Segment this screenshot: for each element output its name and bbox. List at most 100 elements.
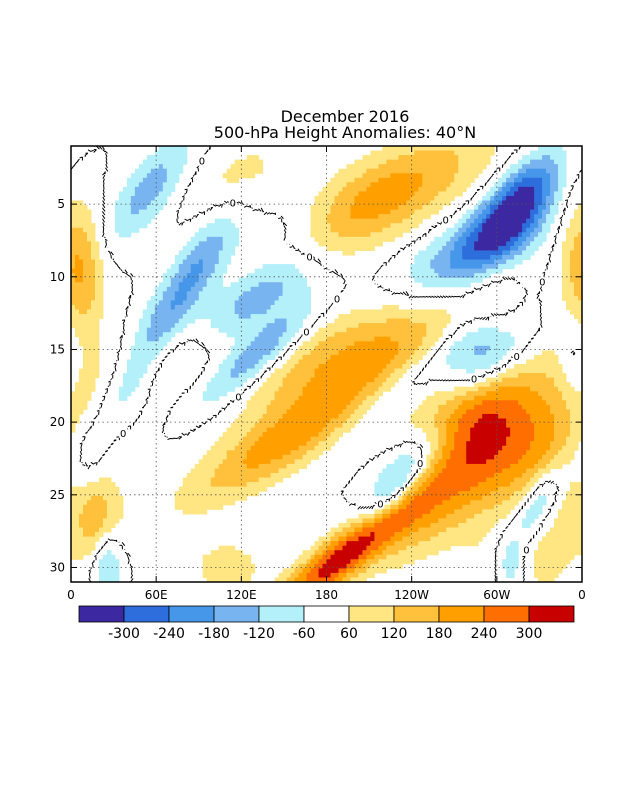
anomaly-cell: [486, 377, 491, 383]
anomaly-cell: [274, 345, 280, 351]
anomaly-cell: [486, 259, 491, 265]
anomaly-cell: [522, 236, 527, 242]
anomaly-cell: [454, 409, 459, 415]
anomaly-cell: [258, 445, 264, 451]
anomaly-cell: [262, 382, 268, 388]
anomaly-cell: [222, 359, 228, 365]
anomaly-cell: [186, 277, 192, 283]
anomaly-cell: [342, 373, 347, 379]
anomaly-cell: [570, 404, 575, 410]
anomaly-cell: [286, 473, 292, 479]
anomaly-cell: [158, 286, 164, 292]
anomaly-cell: [442, 468, 447, 474]
anomaly-cell: [378, 159, 383, 165]
anomaly-cell: [538, 209, 543, 215]
anomaly-cell: [71, 304, 76, 310]
anomaly-cell: [242, 314, 248, 320]
anomaly-cell: [154, 286, 160, 292]
anomaly-cell: [254, 391, 260, 397]
anomaly-cell: [218, 295, 224, 301]
anomaly-cell: [450, 282, 455, 288]
anomaly-cell: [362, 195, 367, 201]
anomaly-cell: [462, 214, 467, 220]
anomaly-cell: [78, 286, 84, 292]
anomaly-cell: [378, 186, 383, 192]
anomaly-cell: [118, 214, 124, 220]
anomaly-cell: [422, 327, 427, 333]
anomaly-cell: [226, 450, 232, 456]
anomaly-cell: [306, 364, 312, 370]
anomaly-cell: [71, 277, 76, 283]
anomaly-cell: [422, 155, 427, 161]
anomaly-cell: [314, 218, 320, 224]
anomaly-cell: [394, 182, 399, 188]
anomaly-cell: [246, 323, 252, 329]
anomaly-cell: [206, 264, 212, 270]
anomaly-cell: [542, 382, 547, 388]
anomaly-cell: [358, 327, 363, 333]
anomaly-cell: [250, 454, 256, 460]
anomaly-cell: [538, 236, 543, 242]
anomaly-cell: [146, 300, 152, 306]
anomaly-cell: [142, 214, 148, 220]
anomaly-cell: [222, 368, 228, 374]
anomaly-cell: [494, 359, 499, 365]
anomaly-cell: [146, 359, 152, 365]
anomaly-cell: [510, 473, 515, 479]
anomaly-cell: [530, 395, 535, 401]
anomaly-cell: [174, 318, 180, 324]
anomaly-cell: [74, 318, 80, 324]
anomaly-cell: [146, 205, 152, 211]
anomaly-cell: [158, 336, 164, 342]
anomaly-cell: [218, 459, 224, 465]
anomaly-cell: [318, 214, 324, 220]
anomaly-cell: [342, 218, 347, 224]
anomaly-cell: [534, 400, 539, 406]
anomaly-cell: [354, 218, 359, 224]
anomaly-cell: [146, 186, 152, 192]
anomaly-cell: [526, 423, 531, 429]
anomaly-cell: [366, 364, 371, 370]
anomaly-cell: [286, 368, 292, 374]
anomaly-cell: [462, 273, 467, 279]
anomaly-cell: [398, 223, 403, 229]
anomaly-cell: [270, 264, 276, 270]
anomaly-cell: [350, 423, 355, 429]
anomaly-cell: [466, 282, 471, 288]
anomaly-cell: [550, 409, 555, 415]
anomaly-cell: [366, 309, 371, 315]
anomaly-cell: [454, 227, 459, 233]
anomaly-cell: [494, 427, 499, 433]
anomaly-cell: [382, 314, 387, 320]
anomaly-cell: [466, 427, 471, 433]
anomaly-cell: [338, 404, 343, 410]
anomaly-cell: [298, 350, 304, 356]
anomaly-cell: [510, 459, 515, 465]
anomaly-cell: [74, 300, 80, 306]
anomaly-cell: [250, 468, 256, 474]
anomaly-cell: [354, 159, 359, 165]
anomaly-cell: [318, 382, 324, 388]
anomaly-cell: [154, 291, 160, 297]
anomaly-cell: [342, 409, 347, 415]
anomaly-cell: [402, 323, 407, 329]
anomaly-cell: [230, 454, 236, 460]
anomaly-cell: [450, 450, 455, 456]
anomaly-cell: [434, 177, 439, 183]
anomaly-cell: [202, 255, 208, 261]
anomaly-cell: [354, 327, 359, 333]
anomaly-cell: [494, 200, 499, 206]
anomaly-cell: [522, 195, 527, 201]
anomaly-cell: [466, 250, 471, 256]
anomaly-cell: [90, 304, 96, 310]
anomaly-cell: [530, 164, 535, 170]
anomaly-cell: [506, 436, 511, 442]
anomaly-cell: [418, 155, 423, 161]
anomaly-cell: [82, 391, 88, 397]
anomaly-cell: [310, 341, 316, 347]
anomaly-cell: [426, 277, 431, 283]
anomaly-cell: [402, 182, 407, 188]
anomaly-cell: [494, 336, 499, 342]
anomaly-cell: [226, 223, 232, 229]
anomaly-cell: [78, 282, 84, 288]
